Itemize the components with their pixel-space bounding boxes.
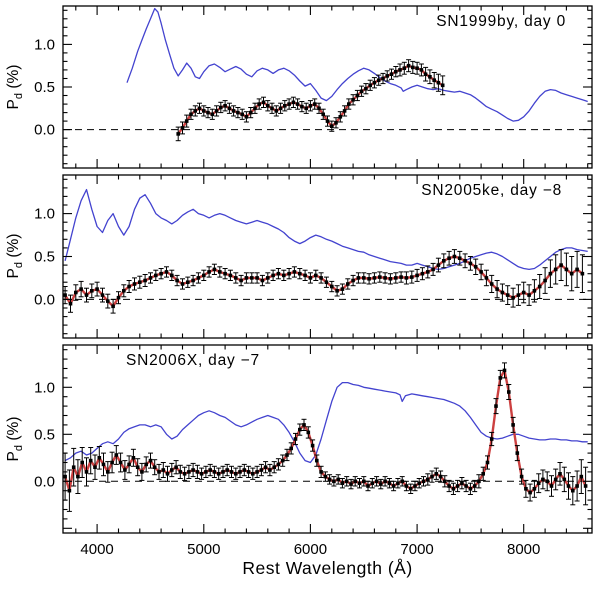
panel-title-sn2006x: SN2006X, day −7: [126, 352, 260, 369]
y-axis-title-panel1: Pd (%): [5, 65, 25, 110]
panel-title-sn1999by: SN1999by, day 0: [436, 13, 566, 30]
x-tick-label: 6000: [294, 541, 327, 558]
y-axis-symbol: P: [4, 99, 22, 110]
panel-sn1999by: 0.0 0.5 1.0: [34, 5, 593, 169]
y-tick-label: 1.0: [34, 36, 55, 53]
data-point-markers: [63, 254, 585, 309]
panel-sn2006x: 0.0 0.5 1.0 4000 5000 6000 7000 8000: [34, 344, 593, 558]
y-axis-subscript: d: [13, 261, 26, 269]
y-tick-label: 0.5: [34, 426, 55, 443]
panel-border: [62, 344, 593, 534]
y-axis-unit: (%): [4, 233, 22, 262]
y-tick-label: 0.0: [34, 291, 55, 308]
flux-spectrum-line: [64, 381, 588, 464]
x-axis-title: Rest Wavelength (Å): [242, 558, 413, 578]
y-tick-label: 0.5: [34, 249, 55, 266]
polarization-line: [177, 64, 444, 135]
y-tick-label: 0.5: [34, 79, 55, 96]
panel-sn2005ke: 0.0 0.5 1.0: [34, 174, 593, 339]
axis-ticks: [63, 175, 592, 338]
y-tick-label: 1.0: [34, 206, 55, 223]
y-axis-symbol: P: [4, 451, 22, 462]
axis-ticks: [63, 345, 592, 533]
y-tick-label: 0.0: [34, 473, 55, 490]
axis-ticks: [63, 6, 592, 168]
y-axis-title-panel3: Pd (%): [5, 417, 25, 462]
y-tick-label: 0.0: [34, 122, 55, 139]
y-axis-subscript: d: [13, 92, 26, 100]
x-tick-label: 8000: [507, 541, 540, 558]
flux-spectrum-line: [64, 188, 588, 271]
y-axis-unit: (%): [4, 64, 22, 93]
y-axis-subscript: d: [13, 444, 26, 452]
error-bars: [63, 362, 589, 512]
flux-spectrum-line: [126, 7, 588, 122]
error-bars: [175, 59, 446, 142]
x-tick-label: 4000: [80, 541, 113, 558]
x-tick-label: 5000: [187, 541, 220, 558]
panel-title-sn2005ke: SN2005ke, day −8: [421, 182, 562, 199]
data-point-markers: [176, 63, 445, 136]
data-point-markers: [63, 368, 588, 495]
x-tick-label: 7000: [400, 541, 433, 558]
error-bars: [63, 249, 585, 314]
y-axis-symbol: P: [4, 268, 22, 279]
polarization-line: [64, 255, 584, 308]
y-axis-unit: (%): [4, 416, 22, 445]
y-axis-title-panel2: Pd (%): [5, 234, 25, 279]
y-tick-label: 1.0: [34, 379, 55, 396]
